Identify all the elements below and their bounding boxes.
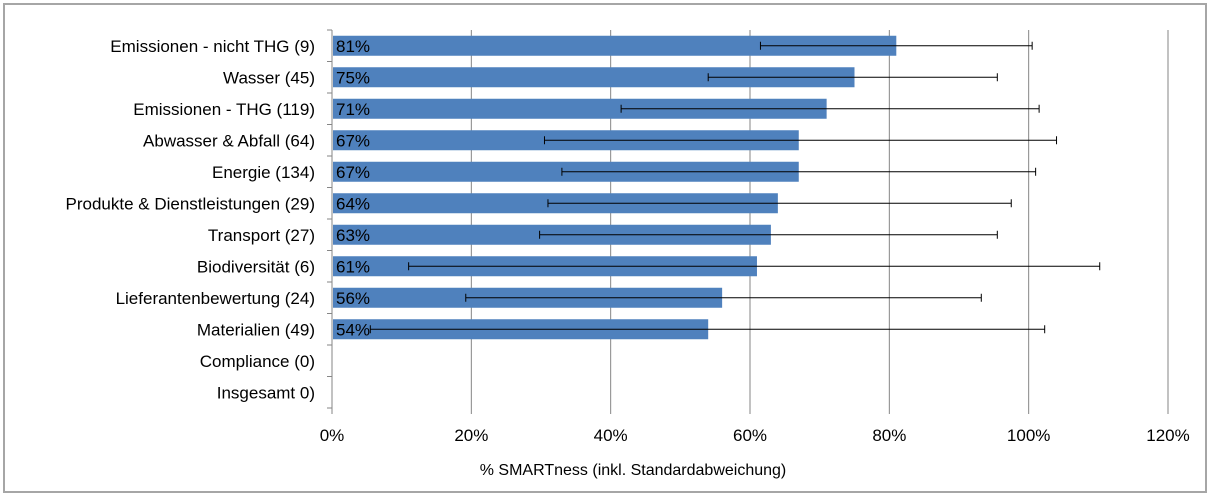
x-tick-label: 60% [733, 426, 767, 445]
category-label: Biodiversität (6) [197, 257, 315, 276]
category-labels: Emissionen - nicht THG (9) Wasser (45) Emi… [66, 37, 315, 403]
bars [333, 35, 897, 340]
data-label: 71% [336, 100, 370, 119]
category-label: Energie (134) [212, 163, 315, 182]
data-label: 56% [336, 289, 370, 308]
category-label: Insgesamt 0) [217, 383, 315, 402]
axes [327, 29, 1169, 414]
bar [333, 67, 855, 88]
x-tick-label: 0% [320, 426, 345, 445]
x-tick-label: 120% [1146, 426, 1189, 445]
category-label: Compliance (0) [200, 352, 315, 371]
category-label: Lieferantenbewertung (24) [116, 289, 315, 308]
data-label: 81% [336, 37, 370, 56]
data-label: 67% [336, 131, 370, 150]
data-labels: 81% 75% 71% 67% 67% 64% 63% 61% 56% 54% [336, 37, 370, 340]
bar [333, 35, 897, 56]
x-tick-label: 100% [1007, 426, 1050, 445]
category-label: Abwasser & Abfall (64) [143, 131, 315, 150]
data-label: 63% [336, 226, 370, 245]
category-label: Wasser (45) [223, 68, 315, 87]
x-tick-labels: 0% 20% 40% 60% 80% 100% 120% [320, 426, 1190, 445]
bar-chart: Emissionen - nicht THG (9) Wasser (45) Emi… [66, 29, 1190, 479]
category-label: Transport (27) [208, 226, 315, 245]
data-label: 61% [336, 257, 370, 276]
chart-frame: Emissionen - nicht THG (9) Wasser (45) Emi… [3, 3, 1207, 493]
x-tick-label: 80% [872, 426, 906, 445]
data-label: 75% [336, 68, 370, 87]
bar [333, 98, 827, 119]
x-tick-label: 20% [454, 426, 488, 445]
x-tick-label: 40% [594, 426, 628, 445]
x-axis-title: % SMARTness (inkl. Standardabweichung) [480, 462, 787, 479]
category-label: Materialien (49) [197, 320, 315, 339]
data-label: 54% [336, 320, 370, 339]
error-bars [369, 41, 1101, 334]
category-label: Emissionen - THG (119) [133, 100, 315, 119]
data-label: 67% [336, 163, 370, 182]
category-label: Produkte & Dienstleistungen (29) [66, 194, 315, 213]
gridlines [470, 30, 1169, 408]
category-label: Emissionen - nicht THG (9) [110, 37, 315, 56]
data-label: 64% [336, 194, 370, 213]
